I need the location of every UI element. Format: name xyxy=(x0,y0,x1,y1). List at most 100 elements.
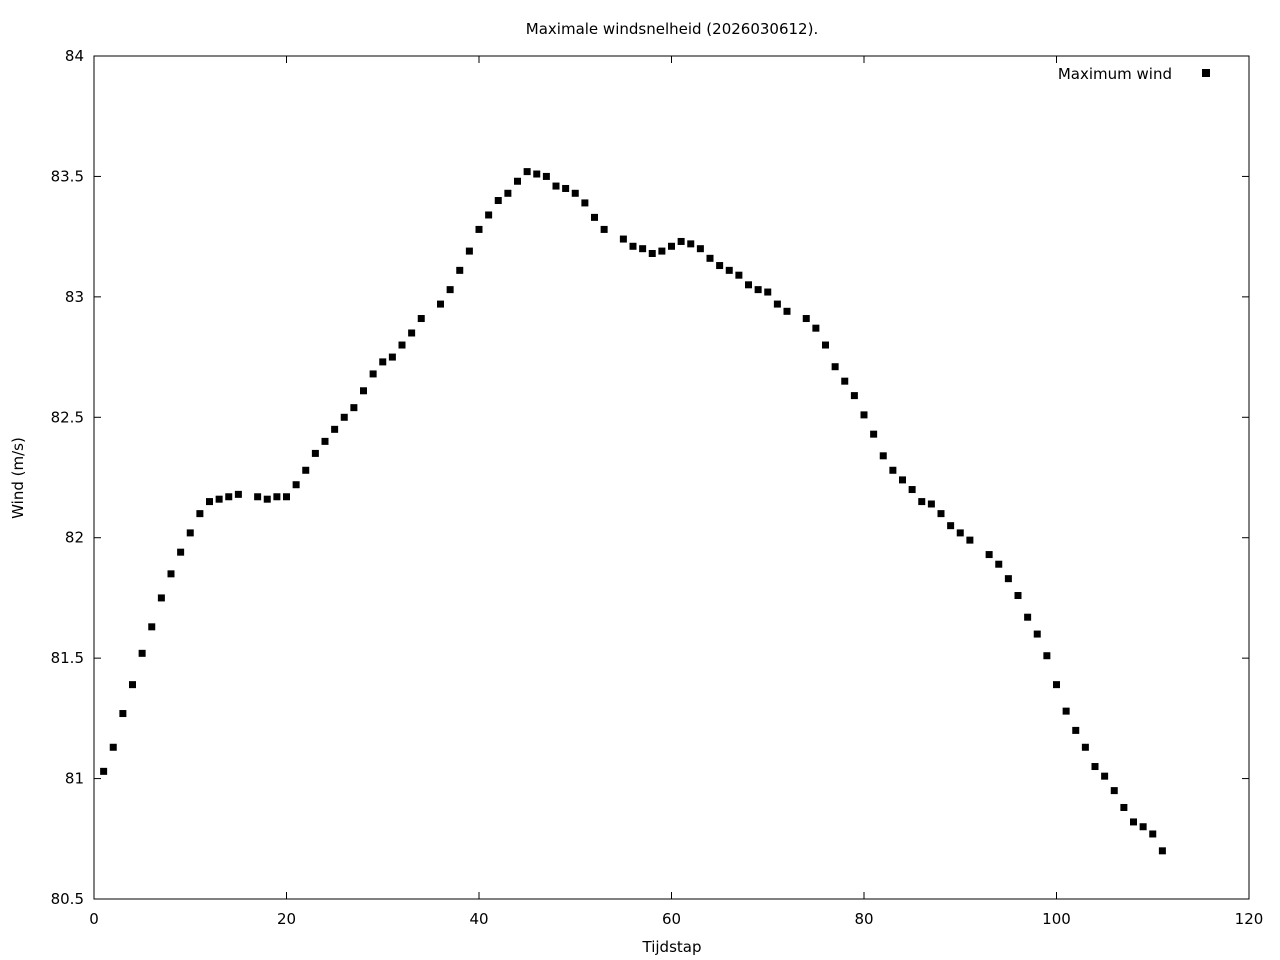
y-tick-label: 80.5 xyxy=(51,890,84,908)
data-point xyxy=(225,493,233,501)
data-point xyxy=(735,271,743,279)
y-tick-label: 81 xyxy=(65,770,84,788)
data-point xyxy=(311,449,319,457)
x-tick-label: 0 xyxy=(89,910,99,928)
data-point xyxy=(581,199,589,207)
axis-tick-labels: 0 20 40 60 80 100 120 80.5 81 81.5 82 82.5 83 83.5 84 xyxy=(51,47,1264,928)
data-point xyxy=(109,743,117,751)
plot-frame xyxy=(93,55,1250,900)
data-point xyxy=(514,177,521,185)
data-point xyxy=(283,493,290,501)
data-point xyxy=(629,242,637,250)
data-point xyxy=(995,560,1003,568)
data-point xyxy=(927,500,935,508)
data-point xyxy=(167,570,175,578)
data-point xyxy=(177,548,185,556)
data-point xyxy=(234,490,242,498)
data-point xyxy=(196,510,204,518)
data-point xyxy=(456,266,464,274)
data-point xyxy=(591,213,598,221)
y-tick-label: 82.5 xyxy=(51,408,84,426)
data-point xyxy=(331,425,339,433)
data-point xyxy=(321,437,329,445)
data-point xyxy=(186,529,194,537)
y-tick-label: 81.5 xyxy=(51,649,84,667)
data-point xyxy=(1014,592,1022,600)
data-point xyxy=(157,594,165,602)
data-point xyxy=(600,225,608,233)
data-point xyxy=(1149,830,1157,838)
data-point xyxy=(1043,652,1051,660)
x-tick-label: 100 xyxy=(1042,910,1071,928)
data-point xyxy=(841,377,849,385)
data-point xyxy=(1062,707,1070,715)
data-point xyxy=(889,466,897,474)
data-point xyxy=(1130,818,1137,826)
data-point xyxy=(119,710,127,718)
data-point xyxy=(725,266,733,274)
data-point xyxy=(783,307,791,315)
data-point xyxy=(831,363,839,371)
data-point xyxy=(773,300,781,308)
data-point xyxy=(822,341,829,349)
data-point xyxy=(485,211,493,219)
data-point xyxy=(1091,763,1099,771)
data-point xyxy=(850,392,858,400)
data-point xyxy=(1120,803,1128,811)
data-point xyxy=(1081,743,1089,751)
data-point xyxy=(648,250,656,257)
data-point xyxy=(533,170,541,178)
data-point xyxy=(985,551,993,559)
data-point xyxy=(1033,630,1041,638)
data-point xyxy=(302,466,310,474)
data-point xyxy=(340,413,348,421)
data-point xyxy=(1072,726,1080,734)
data-points xyxy=(100,168,1166,855)
data-point xyxy=(899,476,906,484)
data-point xyxy=(812,324,820,332)
y-axis-label: Wind (m/s) xyxy=(9,437,27,519)
data-point xyxy=(639,245,647,253)
data-point xyxy=(802,315,810,323)
data-point xyxy=(619,235,627,243)
data-point xyxy=(1158,847,1166,855)
legend-label: Maximum wind xyxy=(1058,65,1172,83)
data-point xyxy=(292,481,300,489)
data-point xyxy=(908,486,916,494)
data-point xyxy=(754,286,762,294)
data-point xyxy=(937,510,945,518)
data-point xyxy=(350,404,358,412)
data-point xyxy=(475,225,483,233)
y-tick-label: 82 xyxy=(65,529,84,547)
data-point xyxy=(696,245,704,253)
y-tick-label: 84 xyxy=(65,47,84,65)
data-point xyxy=(918,498,926,506)
data-point xyxy=(1004,575,1012,583)
data-point xyxy=(360,387,367,395)
data-point xyxy=(571,189,579,197)
data-point xyxy=(138,649,146,657)
data-point xyxy=(215,495,223,503)
data-point xyxy=(966,536,974,544)
y-tick-label: 83.5 xyxy=(51,167,84,185)
data-point xyxy=(1053,681,1060,689)
legend-marker xyxy=(1202,69,1210,77)
data-point xyxy=(879,452,887,460)
data-point xyxy=(947,522,955,530)
data-point xyxy=(437,300,444,308)
data-point xyxy=(398,341,406,349)
data-point xyxy=(408,329,416,337)
data-point xyxy=(446,286,454,294)
data-point xyxy=(745,281,752,289)
data-point xyxy=(716,262,724,270)
data-point xyxy=(417,315,425,323)
data-point xyxy=(369,370,377,378)
y-tick-label: 83 xyxy=(65,288,84,306)
x-axis-label: Tijdstap xyxy=(642,938,702,956)
data-point xyxy=(206,498,213,506)
legend: Maximum wind xyxy=(1058,65,1210,83)
data-point xyxy=(562,184,570,192)
data-point xyxy=(1139,823,1147,831)
